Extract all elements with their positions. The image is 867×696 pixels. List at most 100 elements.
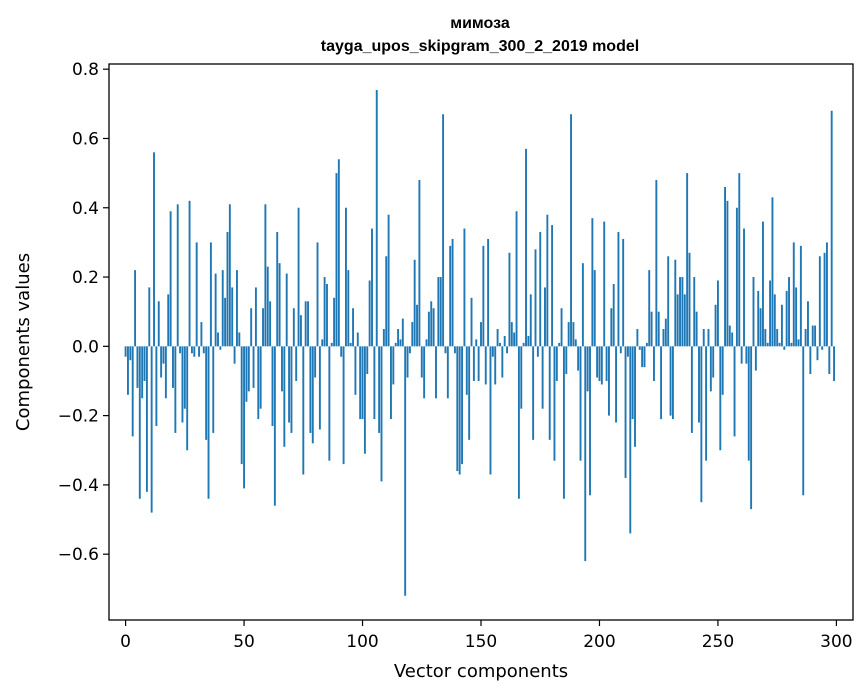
bar-88 [333, 297, 336, 347]
bar-244 [702, 329, 705, 347]
bar-139 [453, 346, 456, 354]
bar-231 [671, 346, 674, 420]
bar-185 [562, 346, 565, 499]
bar-133 [439, 277, 442, 347]
bar-183 [558, 342, 561, 347]
bar-103 [368, 280, 371, 347]
bar-64 [276, 232, 279, 347]
bar-71 [292, 308, 295, 347]
bar-43 [226, 232, 229, 347]
bar-16 [162, 346, 165, 364]
y-tick-label-0.6: 0.6 [72, 129, 99, 149]
bar-129 [430, 301, 433, 347]
bar-201 [600, 346, 603, 385]
bar-111 [387, 214, 390, 347]
bar-59 [264, 204, 267, 347]
bar-172 [532, 346, 535, 440]
bar-146 [470, 297, 473, 347]
bar-125 [420, 346, 423, 378]
bar-93 [344, 207, 347, 347]
bar-7 [141, 346, 144, 399]
bar-155 [491, 346, 494, 357]
bar-4 [134, 270, 137, 347]
bar-209 [619, 346, 622, 354]
bar-45 [231, 287, 234, 347]
bar-273 [771, 197, 774, 347]
bar-123 [416, 304, 418, 347]
bar-245 [705, 346, 708, 461]
bar-122 [413, 259, 416, 347]
bar-47 [236, 270, 238, 347]
bar-257 [733, 346, 736, 437]
bar-217 [638, 346, 641, 350]
bar-263 [747, 346, 750, 461]
bar-148 [475, 339, 478, 347]
bar-291 [814, 325, 817, 347]
bar-63 [273, 346, 276, 506]
bar-243 [700, 346, 703, 503]
bar-286 [802, 346, 805, 496]
bar-272 [769, 280, 772, 347]
bar-56 [257, 346, 260, 420]
bar-196 [589, 346, 591, 496]
x-axis-label: Vector components [394, 661, 568, 682]
bar-124 [418, 180, 421, 347]
bar-200 [598, 346, 601, 381]
bar-70 [290, 346, 293, 433]
bar-114 [394, 342, 397, 347]
bar-164 [513, 332, 516, 347]
bar-299 [833, 346, 835, 381]
bar-10 [148, 287, 151, 347]
bar-90 [337, 159, 340, 347]
bar-37 [212, 346, 215, 433]
bar-147 [472, 346, 475, 381]
bar-159 [501, 346, 504, 378]
bar-127 [425, 339, 428, 347]
bar-58 [262, 308, 264, 347]
bar-151 [482, 245, 485, 347]
bar-137 [449, 245, 452, 347]
bar-series [124, 89, 835, 596]
x-axis: 0 50 100 150 200 250 300 [120, 620, 853, 652]
bar-12 [153, 152, 155, 347]
bar-238 [688, 252, 691, 347]
bar-131 [435, 346, 437, 399]
bar-42 [224, 297, 227, 347]
bar-95 [349, 342, 352, 347]
bar-108 [380, 346, 383, 482]
bar-82 [318, 346, 321, 430]
bar-14 [157, 301, 160, 347]
bar-163 [510, 322, 513, 347]
bar-2 [129, 346, 132, 361]
bar-239 [690, 346, 693, 433]
bar-270 [764, 329, 767, 347]
bar-182 [555, 346, 558, 381]
bar-225 [657, 311, 660, 347]
bar-153 [487, 238, 490, 347]
bar-283 [795, 287, 798, 347]
bar-220 [645, 342, 648, 347]
bar-76 [304, 301, 307, 347]
y-tick-label-0: 0.0 [72, 337, 99, 357]
bar-85 [326, 283, 328, 347]
bar-251 [719, 346, 722, 451]
bar-68 [285, 273, 288, 347]
bar-65 [278, 263, 281, 347]
bar-205 [610, 308, 613, 347]
x-tick-label-200: 200 [583, 632, 615, 652]
bar-53 [250, 308, 253, 347]
bar-260 [740, 346, 743, 364]
bar-48 [238, 332, 241, 347]
y-tick-label--0.4: −0.4 [58, 476, 99, 496]
bar-214 [631, 346, 634, 420]
bar-6 [138, 346, 141, 499]
bar-191 [577, 346, 580, 371]
bar-284 [797, 339, 800, 347]
bar-110 [385, 256, 388, 347]
bar-212 [626, 346, 629, 357]
bar-69 [288, 346, 291, 423]
bar-262 [745, 346, 748, 364]
bar-230 [669, 346, 672, 416]
bar-241 [695, 311, 698, 347]
bar-282 [792, 242, 795, 347]
